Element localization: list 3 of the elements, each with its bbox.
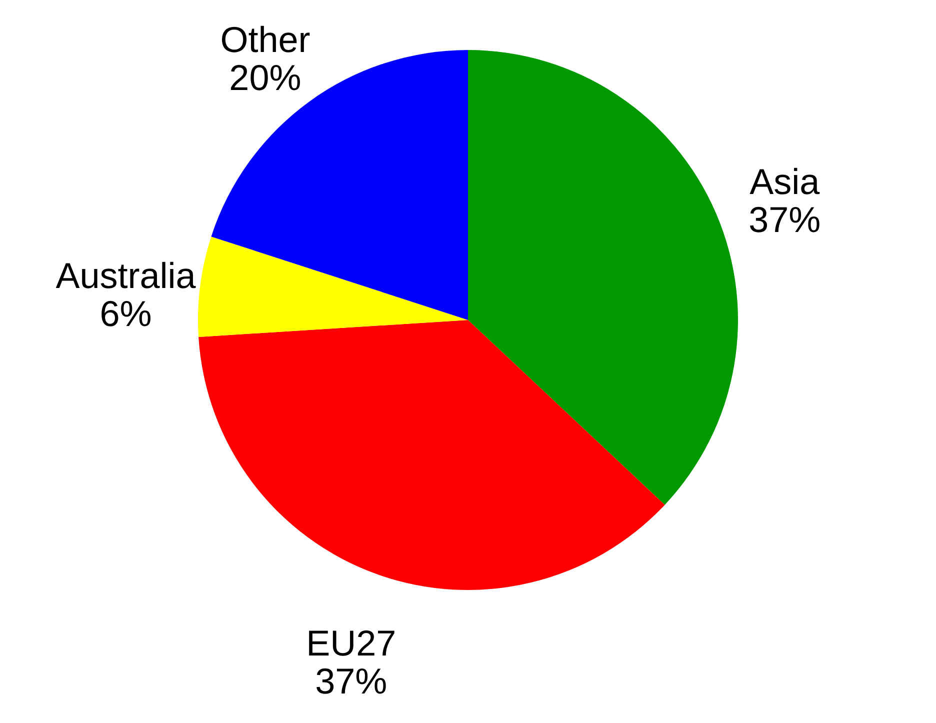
pie-slice (198, 320, 665, 590)
pie-slice (198, 236, 468, 337)
pie-slice (468, 50, 738, 505)
